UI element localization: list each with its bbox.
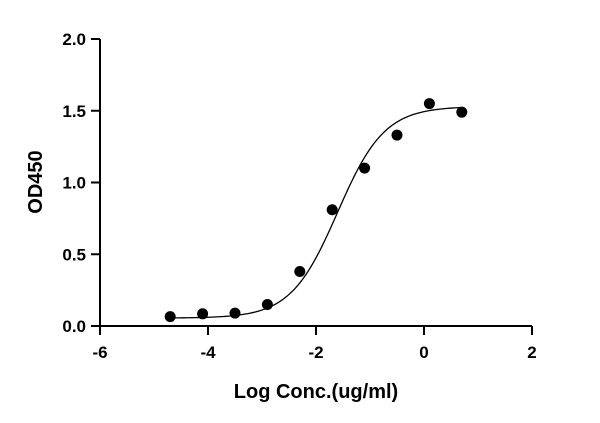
x-tick-label: 0	[419, 343, 428, 362]
y-tick-label: 0.0	[62, 317, 86, 336]
data-points	[164, 98, 468, 323]
x-tick-label: 2	[527, 343, 536, 362]
fitted-curve	[170, 106, 462, 319]
x-tick-label: -4	[200, 343, 216, 362]
data-point	[391, 129, 403, 141]
y-tick-label: 0.5	[62, 245, 86, 264]
x-axis-title: Log Conc.(ug/ml)	[234, 381, 398, 403]
y-tick-label: 1.5	[62, 102, 86, 121]
x-tick-label: -2	[308, 343, 323, 362]
data-point	[229, 307, 241, 319]
y-tick-label: 1.0	[62, 174, 86, 193]
data-point	[261, 298, 273, 310]
data-point	[359, 162, 371, 174]
data-point	[294, 265, 306, 277]
data-point	[423, 98, 435, 110]
data-point	[456, 106, 468, 118]
y-axis: 0.0 0.5 1.0 1.5 2.0	[62, 30, 101, 336]
data-point	[326, 204, 338, 216]
data-point	[197, 308, 209, 320]
y-tick-label: 2.0	[62, 30, 86, 49]
data-point	[164, 311, 176, 323]
x-axis: -6 -4 -2 0 2	[92, 325, 537, 362]
x-tick-label: -6	[92, 343, 107, 362]
y-axis-title: OD450	[25, 150, 47, 213]
